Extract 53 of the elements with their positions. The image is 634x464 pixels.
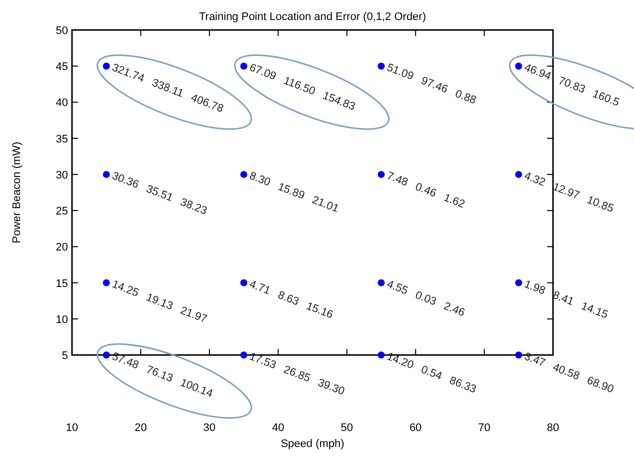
chart-title: Training Point Location and Error (0,1,2 Order) <box>198 11 426 23</box>
annotation: 7.48 0.46 1.62 <box>385 170 466 211</box>
y-tick-label: 40 <box>56 97 68 110</box>
x-tick-label: 20 <box>134 422 147 434</box>
point <box>515 62 522 70</box>
y-tick-label: 45 <box>56 61 68 74</box>
x-tick-label: 60 <box>409 422 422 434</box>
annotation: 4.71 8.63 15.16 <box>248 278 335 322</box>
annotation: 57.48 76.13 100.14 <box>110 350 214 400</box>
annotation: 8.30 15.89 21.01 <box>248 170 340 216</box>
point <box>102 352 110 358</box>
annotation: 46.94 70.83 160.5 <box>522 62 621 109</box>
annotation: 4.55 0.03 2.46 <box>385 278 466 320</box>
x-tick-label: 30 <box>203 422 216 434</box>
x-tick-label: 10 <box>66 422 78 434</box>
point <box>240 62 248 70</box>
y-tick-label: 25 <box>56 206 68 218</box>
x-tick-label: 70 <box>478 422 490 434</box>
y-tick-label: 10 <box>56 314 68 326</box>
annotation: 4.32 12.97 10.85 <box>522 170 616 216</box>
x-tick-label: 80 <box>546 422 560 434</box>
annotation: 51.09 97.46 0.88 <box>385 62 478 107</box>
annotation: 321.74 338.11 406.78 <box>110 62 225 116</box>
y-tick-label: 30 <box>56 169 68 182</box>
annotation: 14.25 19.13 21.97 <box>110 278 209 326</box>
y-tick-label: 50 <box>56 25 68 37</box>
point <box>515 352 522 358</box>
point <box>378 170 385 178</box>
point <box>378 62 385 70</box>
point <box>102 62 110 70</box>
annotation: 3.47 40.58 68.90 <box>522 350 616 396</box>
y-tick-label: 5 <box>62 350 68 362</box>
annotation: 14.20 0.54 86.33 <box>385 350 478 396</box>
point <box>515 279 522 286</box>
point <box>240 170 248 178</box>
x-axis-title: Speed (mph) <box>280 438 344 450</box>
annotation: 30.36 35.51 38.23 <box>110 170 209 218</box>
y-axis-title: Power Beacon (mW) <box>11 142 23 244</box>
annotation: 17.53 26.85 39.30 <box>248 350 346 398</box>
y-tick-label: 35 <box>56 133 68 146</box>
y-tick-label: 15 <box>56 278 68 290</box>
annotation: 67.09 116.50 154.83 <box>248 62 357 114</box>
point <box>378 279 385 286</box>
point <box>515 170 522 178</box>
x-tick-label: 40 <box>272 422 284 434</box>
x-tick-label: 50 <box>340 422 353 434</box>
point <box>378 352 385 358</box>
point <box>102 279 110 286</box>
point <box>240 352 248 358</box>
y-tick-label: 20 <box>56 242 68 254</box>
point <box>240 279 248 286</box>
point <box>102 170 110 178</box>
annotation: 1.98 8.41 14.15 <box>522 278 610 322</box>
